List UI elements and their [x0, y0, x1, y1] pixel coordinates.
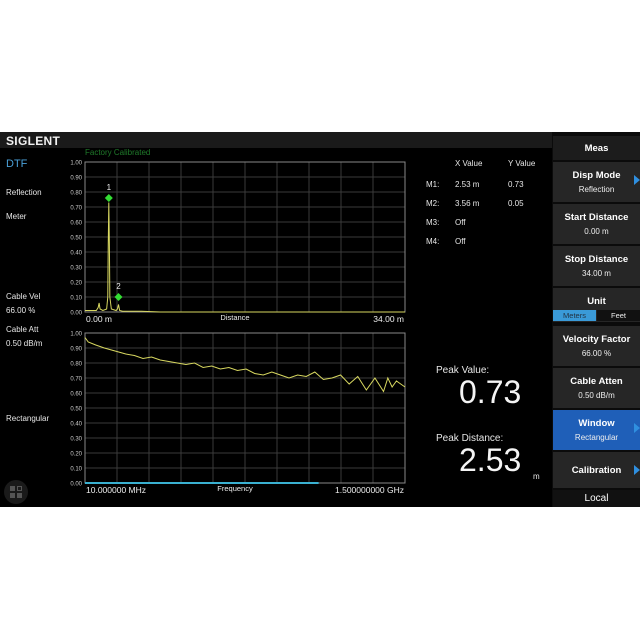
sweep-progress-bar [85, 482, 319, 484]
submenu-arrow-icon [634, 175, 640, 185]
menu-velocity-factor-button[interactable]: Velocity Factor 66.00 % [553, 326, 640, 366]
peak-distance-unit: m [533, 472, 540, 481]
y-tick-label: 0.40 [70, 251, 82, 257]
cable-vel-label: Cable Vel [6, 292, 41, 301]
marker-y: 0.73 [508, 180, 524, 189]
y-tick-label: 0.10 [70, 296, 82, 302]
menu-item-value: 66.00 % [581, 349, 612, 358]
y-tick-label: 0.40 [70, 422, 82, 428]
y-tick-label: 0.10 [70, 467, 82, 473]
softkey-menu: Meas Disp Mode Reflection Start Distance 0.… [552, 132, 640, 507]
menu-window-button[interactable]: Window Rectangular [553, 410, 640, 450]
menu-item-value: 0.00 m [584, 227, 609, 236]
menu-unit-button[interactable]: Unit Meters Feet [553, 288, 640, 322]
unit-info: Meter [6, 212, 27, 221]
unit-option-feet[interactable]: Feet [597, 310, 640, 321]
cable-att-label: Cable Att [6, 325, 39, 334]
mode-label: DTF [6, 158, 28, 170]
menu-item-value: 0.50 dB/m [578, 391, 615, 400]
x-stop-label: 34.00 m [373, 314, 404, 324]
cable-vel-value: 66.00 % [6, 306, 36, 315]
submenu-arrow-icon [634, 423, 640, 433]
marker-label: 2 [116, 282, 121, 291]
menu-calibration-button[interactable]: Calibration [553, 452, 640, 488]
marker-x: 3.56 m [455, 199, 480, 208]
calibration-status: Factory Calibrated [85, 148, 151, 157]
y-tick-label: 0.50 [70, 407, 82, 413]
marker-diamond [114, 293, 123, 301]
y-tick-label: 0.30 [70, 437, 82, 443]
disp-mode-info: Reflection [6, 188, 42, 197]
marker-name: M1: [426, 180, 440, 189]
trace-line [84, 337, 406, 393]
y-tick-label: 0.20 [70, 281, 82, 287]
y-tick-label: 0.20 [70, 452, 82, 458]
marker-label: 1 [107, 183, 112, 192]
x-start-label: 10.000000 MHz [86, 485, 146, 495]
marker-name: M3: [426, 218, 440, 227]
y-tick-label: 1.00 [70, 161, 82, 167]
cable-att-value: 0.50 dB/m [6, 339, 43, 348]
y-tick-label: 0.00 [70, 482, 82, 488]
menu-item-label: Cable Atten [570, 376, 623, 387]
marker-x: Off [455, 218, 466, 227]
apps-icon[interactable] [4, 480, 28, 504]
x-stop-label: 1.500000000 GHz [335, 485, 404, 495]
marker-x: 2.53 m [455, 180, 480, 189]
menu-disp-mode-button[interactable]: Disp Mode Reflection [553, 162, 640, 202]
brand-logo: SIGLENT [6, 134, 61, 148]
marker-name: M2: [426, 199, 440, 208]
menu-item-label: Disp Mode [572, 170, 621, 181]
peak-distance: 2.53 [459, 442, 522, 478]
menu-cable-atten-button[interactable]: Cable Atten 0.50 dB/m [553, 368, 640, 408]
x-axis-label: Frequency [217, 484, 253, 493]
frequency-chart[interactable]: 0.00 0.10 0.20 0.30 0.40 0.50 0.60 0.70 0.80 0.90… [60, 329, 420, 499]
menu-item-label: Start Distance [564, 212, 629, 223]
marker-name: M4: [426, 237, 440, 246]
menu-item-label: Velocity Factor [562, 334, 631, 345]
menu-stop-distance-button[interactable]: Stop Distance 34.00 m [553, 246, 640, 286]
menu-item-label: Unit [587, 296, 606, 307]
peak-value-label: Peak Value: [436, 365, 490, 376]
unit-option-meters[interactable]: Meters [553, 310, 596, 321]
y-tick-label: 0.80 [70, 362, 82, 368]
local-button[interactable]: Local [553, 490, 640, 507]
marker-diamond [104, 194, 113, 202]
marker-y: 0.05 [508, 199, 524, 208]
x-axis-label: Distance [220, 313, 249, 322]
peak-distance-label: Peak Distance: [436, 433, 504, 444]
y-tick-label: 0.80 [70, 191, 82, 197]
y-tick-label: 0.50 [70, 236, 82, 242]
y-tick-label: 0.90 [70, 176, 82, 182]
submenu-arrow-icon [634, 465, 640, 475]
y-tick-label: 0.70 [70, 206, 82, 212]
y-tick-label: 0.00 [70, 311, 82, 317]
title-bar: SIGLENT [0, 132, 552, 148]
y-tick-label: 0.90 [70, 347, 82, 353]
peak-value: 0.73 [459, 374, 522, 410]
menu-item-value: 34.00 m [582, 269, 611, 278]
dtf-distance-chart[interactable]: 0.00 0.10 0.20 0.30 0.40 0.50 0.60 0.70 0.80 0.90… [60, 158, 420, 328]
menu-title: Meas [553, 136, 640, 160]
y-tick-label: 1.00 [70, 332, 82, 338]
analyzer-screen: SIGLENT Factory Calibrated DTF Reflectio… [0, 132, 640, 507]
marker-x: Off [455, 237, 466, 246]
y-tick-label: 0.70 [70, 377, 82, 383]
y-tick-label: 0.60 [70, 221, 82, 227]
menu-item-label: Stop Distance [564, 254, 629, 265]
x-value-header: X Value [455, 159, 483, 168]
y-tick-label: 0.60 [70, 392, 82, 398]
menu-item-value: Rectangular [574, 433, 619, 442]
menu-item-label: Calibration [571, 465, 622, 476]
window-info: Rectangular [6, 414, 50, 423]
y-value-header: Y Value [508, 159, 536, 168]
menu-item-value: Reflection [578, 185, 615, 194]
x-start-label: 0.00 m [86, 314, 112, 324]
menu-start-distance-button[interactable]: Start Distance 0.00 m [553, 204, 640, 244]
menu-item-label: Window [578, 418, 615, 429]
y-tick-label: 0.30 [70, 266, 82, 272]
trace-line [85, 202, 405, 313]
